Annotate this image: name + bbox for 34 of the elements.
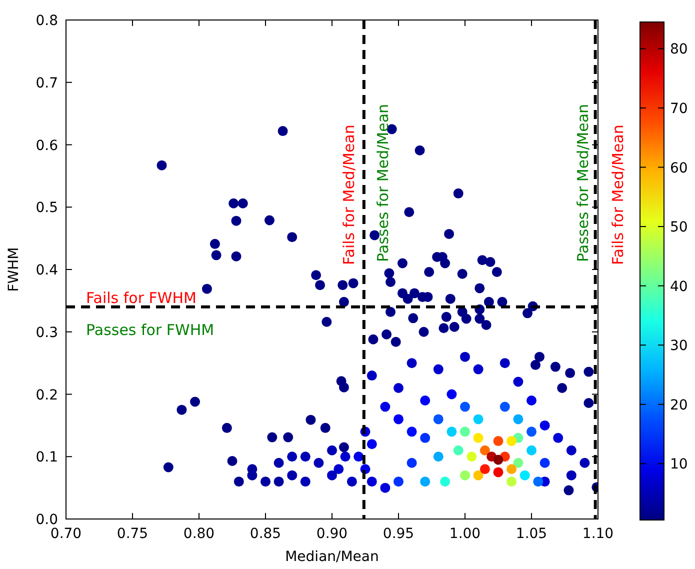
color-bar-label: 50: [670, 220, 688, 236]
y-tick-label: 0.4: [36, 262, 58, 278]
x-tick-label: 0.75: [116, 526, 148, 542]
y-tick-label: 0.5: [36, 200, 58, 216]
annotation: Passes for Med/Mean: [374, 104, 392, 262]
color-bar-label: 80: [670, 42, 688, 58]
x-tick-label: 1.05: [516, 526, 548, 542]
color-bar-label: 20: [670, 397, 688, 414]
y-tick-label: 0.2: [36, 387, 58, 404]
y-tick-label: 0.3: [36, 324, 58, 341]
y-tick-label: 0.8: [36, 13, 58, 29]
color-bar-label: 40: [670, 278, 688, 295]
x-axis-title: Median/Mean: [285, 549, 379, 565]
y-tick-label: 0.6: [36, 138, 58, 154]
annotation: Passes for Med/Mean: [574, 104, 592, 262]
x-tick-label: 0.90: [316, 526, 348, 542]
color-bar-label: 10: [670, 456, 688, 473]
y-tick-label: 0.7: [36, 75, 58, 92]
y-axis-title: FWHM: [6, 247, 22, 292]
text: Fails for Med/Mean: [609, 124, 627, 265]
y-tick-label: 0.0: [36, 512, 58, 528]
annotation: Passes for FWHM: [86, 321, 214, 339]
x-tick-label: 0.85: [250, 526, 282, 542]
x-tick-label: 0.70: [50, 526, 82, 542]
annotation: Fails for FWHM: [86, 289, 196, 307]
annotation: Fails for Med/Mean: [340, 124, 358, 265]
x-tick-label: 1.10: [582, 526, 614, 542]
color-bar-label: 70: [670, 100, 688, 117]
color-bar-label: 30: [670, 338, 688, 354]
x-tick-label: 1.00: [449, 526, 481, 542]
y-tick-label: 0.1: [36, 450, 58, 466]
x-tick-label: 0.95: [382, 526, 414, 542]
x-tick-label: 0.80: [183, 526, 215, 542]
color-bar-label: 60: [670, 160, 688, 176]
